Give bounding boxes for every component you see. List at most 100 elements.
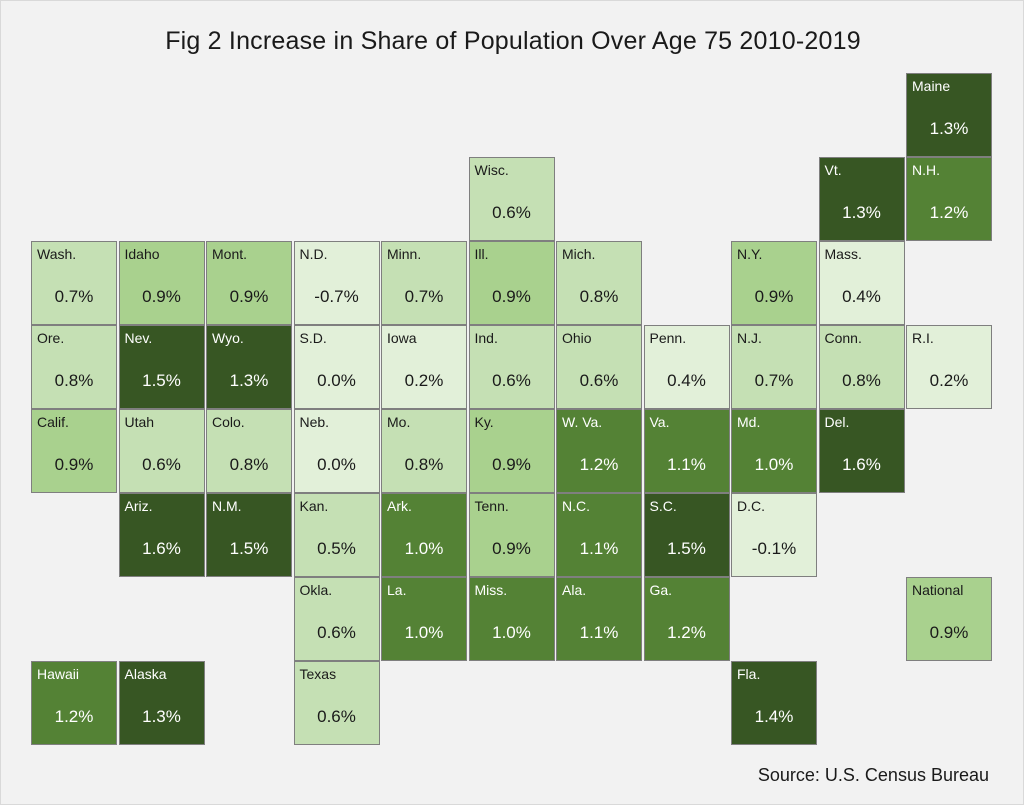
- tile-value: 1.2%: [667, 623, 706, 642]
- tile-value: 0.6%: [317, 707, 356, 726]
- tile-label: Ind.: [474, 330, 498, 346]
- tile-value: 1.0%: [754, 455, 794, 474]
- tile-alaska: Alaska 1.3%: [118, 661, 205, 745]
- tile-value: 1.2%: [54, 707, 94, 726]
- tile-value: 1.4%: [754, 707, 794, 726]
- tile-value: 1.5%: [142, 371, 181, 390]
- tile-value: 1.1%: [579, 623, 619, 642]
- tile-value: 0.0%: [317, 371, 356, 390]
- tile-value: 1.6%: [142, 539, 181, 558]
- tile-national: National 0.9%: [906, 577, 992, 661]
- tile-ind: Ind. 0.6%: [468, 325, 555, 409]
- tile-label: S.C.: [649, 498, 677, 514]
- tile-value: 0.9%: [929, 623, 969, 642]
- tile-penn: Penn. 0.4%: [643, 325, 730, 409]
- tile-label: Vt.: [824, 162, 842, 178]
- tile-okla: Okla. 0.6%: [293, 577, 380, 661]
- tile-label: Alaska: [124, 666, 167, 682]
- tile-value: 0.9%: [142, 287, 181, 306]
- tile-label: Ariz.: [124, 498, 153, 514]
- tile-label: W. Va.: [562, 414, 603, 430]
- tile-s-d: S.D. 0.0%: [293, 325, 380, 409]
- tile-value: 0.9%: [754, 287, 794, 306]
- tile-mo: Mo. 0.8%: [381, 409, 467, 493]
- tile-d-c: D.C. -0.1%: [731, 493, 817, 577]
- tile-r-i: R.I. 0.2%: [906, 325, 992, 409]
- tile-label: Wash.: [37, 246, 77, 262]
- tile-wisc: Wisc. 0.6%: [468, 157, 555, 241]
- tile-value: 0.7%: [754, 371, 794, 390]
- tile-conn: Conn. 0.8%: [818, 325, 905, 409]
- tile-label: Kan.: [299, 498, 329, 514]
- tile-label: D.C.: [737, 498, 765, 514]
- tile-value: 0.9%: [492, 287, 531, 306]
- tile-s-c: S.C. 1.5%: [643, 493, 730, 577]
- tile-label: Utah: [124, 414, 155, 430]
- tile-value: 0.0%: [317, 455, 356, 474]
- tile-texas: Texas 0.6%: [293, 661, 380, 745]
- tile-value: 0.8%: [404, 455, 444, 474]
- tile-label: Texas: [299, 666, 337, 682]
- tile-value: 1.3%: [929, 119, 969, 138]
- tile-hawaii: Hawaii 1.2%: [31, 661, 117, 745]
- tile-label: Wisc.: [474, 162, 509, 178]
- tile-fla: Fla. 1.4%: [731, 661, 817, 745]
- tile-label: Iowa: [387, 330, 417, 346]
- tile-kan: Kan. 0.5%: [293, 493, 380, 577]
- tile-label: Ark.: [387, 498, 412, 514]
- tile-ky: Ky. 0.9%: [468, 409, 555, 493]
- tile-tenn: Tenn. 0.9%: [468, 493, 555, 577]
- tile-value: 0.9%: [229, 287, 269, 306]
- tile-label: Va.: [649, 414, 670, 430]
- tile-value: 0.4%: [842, 287, 881, 306]
- tile-ohio: Ohio 0.6%: [556, 325, 642, 409]
- chart-title: Fig 2 Increase in Share of Population Ov…: [165, 27, 861, 55]
- tile-value: 0.7%: [54, 287, 94, 306]
- tile-label: Mo.: [387, 414, 411, 430]
- tile-label: N.Y.: [737, 246, 763, 262]
- tile-vt: Vt. 1.3%: [818, 157, 905, 241]
- tile-value: 1.0%: [492, 623, 531, 642]
- tile-label: Wyo.: [212, 330, 244, 346]
- tile-value: 0.7%: [404, 287, 444, 306]
- tile-label: Nev.: [124, 330, 153, 346]
- tile-value: 1.0%: [404, 539, 444, 558]
- tile-value: 0.6%: [317, 623, 356, 642]
- tile-ark: Ark. 1.0%: [381, 493, 467, 577]
- chart-source: Source: U.S. Census Bureau: [757, 765, 989, 785]
- tile-label: Penn.: [649, 330, 687, 346]
- tile-value: 0.5%: [317, 539, 356, 558]
- tile-label: Md.: [737, 414, 761, 430]
- tile-value: 0.8%: [229, 455, 269, 474]
- tile-value: 0.9%: [492, 539, 531, 558]
- tile-miss: Miss. 1.0%: [468, 577, 555, 661]
- tile-idaho: Idaho 0.9%: [118, 241, 205, 325]
- tile-nev: Nev. 1.5%: [118, 325, 205, 409]
- tile-label: Ala.: [562, 582, 587, 598]
- tile-label: Fla.: [737, 666, 761, 682]
- tile-label: Ill.: [474, 246, 489, 262]
- tile-ala: Ala. 1.1%: [556, 577, 642, 661]
- tile-label: N.J.: [737, 330, 762, 346]
- tile-value: 1.3%: [229, 371, 269, 390]
- tile-iowa: Iowa 0.2%: [381, 325, 467, 409]
- tile-calif: Calif. 0.9%: [31, 409, 117, 493]
- tile-label: La.: [387, 582, 407, 598]
- tile-n-y: N.Y. 0.9%: [731, 241, 817, 325]
- tile-w-va: W. Va. 1.2%: [556, 409, 642, 493]
- tile-label: Calif.: [37, 414, 69, 430]
- tile-value: 0.9%: [492, 455, 531, 474]
- tile-ga: Ga. 1.2%: [643, 577, 730, 661]
- tile-label: Idaho: [124, 246, 160, 262]
- tile-n-d: N.D. -0.7%: [293, 241, 380, 325]
- tile-value: 0.9%: [54, 455, 94, 474]
- tile-label: N.C.: [562, 498, 590, 514]
- tile-ariz: Ariz. 1.6%: [118, 493, 205, 577]
- tile-value: 1.0%: [404, 623, 444, 642]
- tile-label: Hawaii: [37, 666, 80, 682]
- tile-label: Okla.: [299, 582, 333, 598]
- tile-label: Ga.: [649, 582, 673, 598]
- tile-value: 0.8%: [54, 371, 94, 390]
- tile-n-c: N.C. 1.1%: [556, 493, 642, 577]
- tile-wash: Wash. 0.7%: [31, 241, 117, 325]
